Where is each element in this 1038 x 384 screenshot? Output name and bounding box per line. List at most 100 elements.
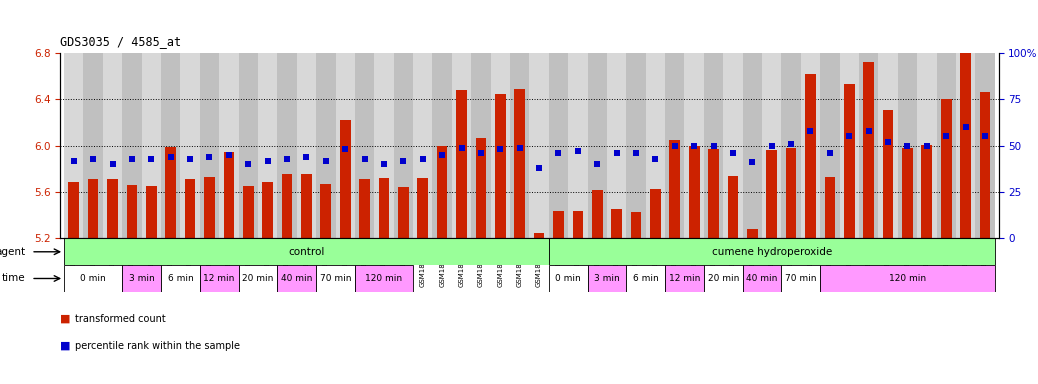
Bar (127, 185, 137, 238)
Bar (650, 189, 661, 238)
Bar (181, 53, 199, 238)
Bar (840, 53, 859, 238)
Bar (960, 51, 971, 238)
Point (938, 133, 955, 139)
Bar (107, 179, 118, 238)
Bar (936, 53, 956, 238)
Bar (122, 265, 161, 292)
Text: percentile rank within the sample: percentile rank within the sample (75, 341, 240, 351)
Point (124, 156, 140, 162)
Bar (549, 265, 588, 292)
Bar (277, 265, 317, 292)
Text: 20 min: 20 min (242, 274, 274, 283)
Bar (301, 174, 311, 238)
Bar (689, 146, 700, 238)
Bar (626, 265, 665, 292)
Bar (127, 185, 137, 238)
Bar (359, 179, 370, 238)
Bar (665, 265, 704, 292)
Point (763, 142, 780, 149)
Bar (747, 229, 758, 238)
Bar (898, 53, 918, 238)
Text: transformed count: transformed count (75, 314, 165, 324)
Bar (339, 120, 351, 238)
Text: 70 min: 70 min (785, 274, 817, 283)
Point (899, 142, 916, 149)
Bar (495, 94, 506, 238)
Text: 0 min: 0 min (80, 274, 106, 283)
Bar (398, 187, 409, 238)
Bar (708, 149, 719, 238)
Bar (413, 53, 433, 238)
Bar (918, 53, 936, 238)
Bar (534, 233, 544, 238)
Bar (321, 184, 331, 238)
Text: 40 min: 40 min (281, 274, 312, 283)
Bar (689, 146, 700, 238)
Point (666, 142, 683, 149)
Bar (728, 176, 738, 238)
Bar (417, 178, 428, 238)
Bar (573, 210, 583, 238)
Bar (437, 146, 447, 238)
Text: 3 min: 3 min (129, 274, 155, 283)
Bar (219, 53, 239, 238)
Point (104, 161, 120, 167)
Bar (165, 147, 176, 238)
Bar (665, 53, 684, 238)
Point (589, 161, 605, 167)
Bar (956, 53, 976, 238)
Bar (882, 110, 894, 238)
Text: 6 min: 6 min (167, 274, 193, 283)
Bar (902, 148, 912, 238)
Bar (980, 93, 990, 238)
Bar (263, 182, 273, 238)
Point (841, 133, 857, 139)
Bar (553, 210, 564, 238)
Point (977, 133, 993, 139)
Bar (64, 265, 122, 292)
Point (802, 128, 819, 134)
Bar (204, 177, 215, 238)
Bar (704, 265, 742, 292)
Bar (940, 99, 952, 238)
Point (492, 146, 509, 152)
Bar (88, 179, 99, 238)
Bar (723, 53, 742, 238)
Point (260, 157, 276, 164)
Bar (646, 53, 665, 238)
Bar (805, 74, 816, 238)
Text: ■: ■ (60, 341, 71, 351)
Bar (786, 148, 796, 238)
Bar (922, 144, 932, 238)
Bar (902, 148, 912, 238)
Text: control: control (289, 247, 325, 257)
Point (414, 156, 431, 162)
Point (472, 150, 489, 156)
Bar (864, 62, 874, 238)
Bar (820, 53, 840, 238)
Bar (864, 62, 874, 238)
Text: 3 min: 3 min (594, 274, 620, 283)
Bar (553, 210, 564, 238)
Text: 0 min: 0 min (555, 274, 581, 283)
Bar (611, 209, 622, 238)
Point (298, 154, 315, 160)
Bar (515, 89, 525, 238)
Bar (456, 90, 467, 238)
Bar (922, 144, 932, 238)
Point (201, 154, 218, 160)
Point (608, 150, 625, 156)
Bar (475, 137, 486, 238)
Bar (631, 212, 641, 238)
Point (783, 141, 799, 147)
Bar (704, 53, 723, 238)
Point (686, 142, 703, 149)
Bar (670, 140, 680, 238)
Bar (239, 53, 258, 238)
Point (919, 142, 935, 149)
Point (512, 144, 528, 151)
Point (705, 142, 721, 149)
Bar (491, 53, 510, 238)
Point (880, 139, 897, 145)
